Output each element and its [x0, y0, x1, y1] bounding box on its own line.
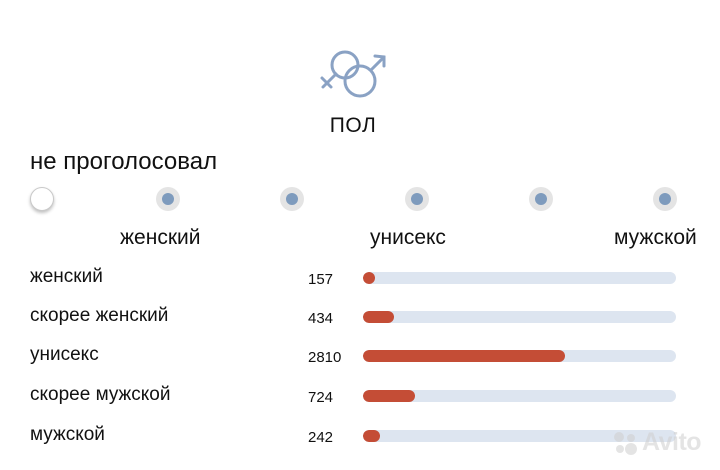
avito-watermark: Avito [612, 428, 702, 457]
scale-option-5[interactable] [529, 187, 553, 211]
scale-option-6[interactable] [653, 187, 677, 211]
result-row: унисекс 2810 [0, 341, 720, 371]
result-row: скорее женский 434 [0, 302, 720, 332]
result-label: мужской [30, 424, 105, 445]
scale-option-1[interactable] [30, 187, 54, 211]
scale-label-unisex: унисекс [370, 226, 446, 249]
result-bar-track [363, 350, 676, 362]
result-row: женский 157 [0, 263, 720, 293]
scale-option-4[interactable] [405, 187, 429, 211]
scale-label-male: мужской [614, 226, 697, 249]
gender-symbols-icon [320, 50, 386, 98]
result-count: 242 [308, 429, 334, 446]
watermark-text: Avito [642, 428, 702, 456]
scale-option-3[interactable] [280, 187, 304, 211]
result-bar-track [363, 390, 676, 402]
result-label: скорее женский [30, 305, 169, 326]
result-label: скорее мужской [30, 384, 171, 405]
result-bar-track [363, 272, 676, 284]
result-label: женский [30, 266, 103, 287]
result-bar-track [363, 311, 676, 323]
scale-option-2[interactable] [156, 187, 180, 211]
result-count: 157 [308, 271, 334, 288]
result-row: мужской 242 [0, 421, 720, 451]
result-count: 2810 [308, 349, 342, 366]
section-title: ПОЛ [329, 114, 377, 137]
result-bar-fill [363, 350, 565, 362]
vote-status-text: не проголосовал [30, 148, 218, 175]
result-bar-track [363, 430, 676, 442]
gender-rating-scale [30, 185, 690, 213]
result-count: 434 [308, 310, 334, 327]
avito-dots-icon [614, 431, 637, 455]
result-count: 724 [308, 389, 334, 406]
scale-label-female: женский [120, 226, 201, 249]
result-bar-fill [363, 390, 415, 402]
result-bar-fill [363, 311, 394, 323]
result-label: унисекс [30, 344, 99, 365]
result-row: скорее мужской 724 [0, 381, 720, 411]
result-bar-fill [363, 272, 375, 284]
result-bar-fill [363, 430, 380, 442]
